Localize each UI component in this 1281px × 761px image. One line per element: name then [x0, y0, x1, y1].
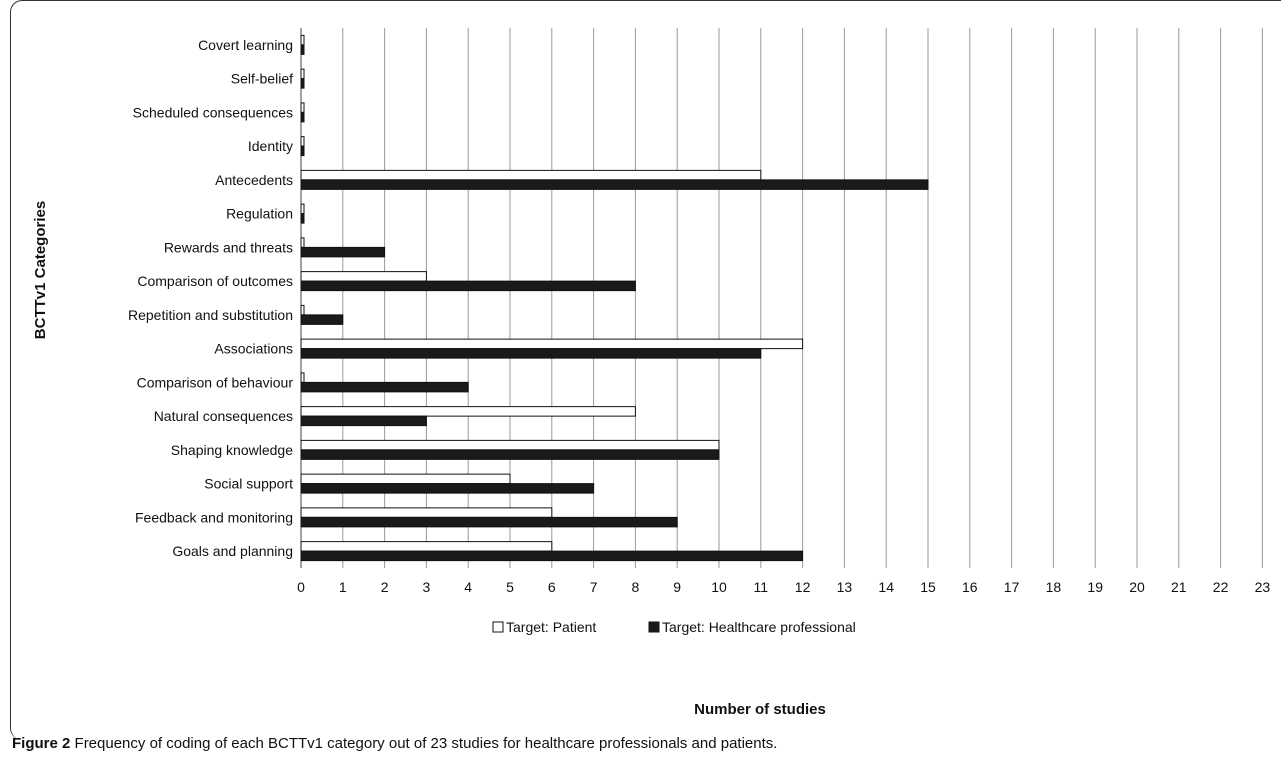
bar-healthcare-professional [300, 550, 804, 562]
x-tick-label: 3 [423, 579, 431, 595]
x-tick-label: 11 [754, 579, 769, 595]
x-tick-label: 1 [339, 579, 347, 595]
bar-patient [300, 271, 427, 282]
x-tick-label: 18 [1046, 579, 1062, 595]
category-label: Identity [248, 138, 293, 154]
x-tick-label: 20 [1129, 579, 1145, 595]
bar-healthcare-professional [300, 483, 595, 494]
y-axis-label: BCTTv1 Categories [32, 201, 49, 339]
x-tick-label: 7 [590, 579, 598, 595]
bar-healthcare-professional [300, 348, 762, 359]
bar-healthcare-professional [300, 415, 427, 427]
bar-patient [300, 406, 636, 417]
bar-patient [300, 372, 305, 383]
category-label: Repetition and substitution [128, 307, 293, 323]
bar-healthcare-professional [300, 516, 678, 528]
x-tick-label: 16 [962, 579, 978, 595]
category-labels: Covert learning Self-belief Scheduled cons… [128, 37, 293, 559]
category-label: Rewards and threats [164, 239, 293, 255]
bar-healthcare-professional [300, 145, 305, 157]
x-tick-label: 17 [1004, 579, 1020, 595]
legend-swatch-healthcare-professional [648, 621, 660, 633]
bar-patient [300, 203, 305, 215]
bar-healthcare-professional [300, 280, 636, 292]
x-tick-label: 9 [673, 579, 681, 595]
x-tick-label: 2 [381, 579, 389, 595]
category-label: Associations [214, 341, 293, 357]
bar-patient [300, 237, 305, 248]
bar-healthcare-professional [300, 44, 305, 55]
bar-healthcare-professional [300, 381, 469, 393]
x-tick-label: 15 [920, 579, 936, 595]
bar-healthcare-professional [300, 246, 386, 258]
bar-patient [300, 541, 553, 552]
category-label: Goals and planning [172, 543, 293, 559]
category-label: Comparison of behaviour [137, 374, 294, 390]
bar-chart: Covert learning Self-belief Scheduled cons… [32, 28, 1270, 718]
caption-text: Frequency of coding of each BCTTv1 categ… [70, 735, 778, 752]
x-tick-label: 12 [795, 579, 811, 595]
bar-patient [300, 338, 804, 350]
category-label: Scheduled consequences [133, 104, 293, 120]
bar-patient [300, 102, 305, 113]
bar-patient [300, 136, 305, 147]
category-label: Antecedents [215, 172, 293, 188]
x-tick-label: 23 [1255, 579, 1271, 595]
x-tick-label: 14 [878, 579, 894, 595]
bar-healthcare-professional [300, 314, 344, 325]
category-label: Self-belief [231, 71, 293, 87]
x-tick-label: 21 [1171, 579, 1187, 595]
x-tick-label: 8 [632, 579, 640, 595]
figure-caption: Figure 2 Frequency of coding of each BCT… [12, 735, 777, 752]
x-tick-label: 0 [297, 579, 305, 595]
bar-patient [300, 473, 511, 485]
category-label: Feedback and monitoring [135, 509, 293, 525]
bar-healthcare-professional [300, 449, 720, 460]
x-tick-label: 4 [464, 579, 472, 595]
x-tick-label: 10 [711, 579, 727, 595]
bars [300, 34, 929, 562]
x-tick-label: 5 [506, 579, 514, 595]
bar-patient [300, 34, 305, 46]
legend-label-patient: Target: Patient [506, 619, 596, 635]
bar-healthcare-professional [300, 179, 929, 190]
bar-patient [300, 169, 762, 181]
x-axis-label: Number of studies [694, 701, 826, 718]
category-label: Shaping knowledge [171, 442, 293, 458]
bar-patient [300, 507, 553, 518]
category-label: Natural consequences [154, 408, 293, 424]
x-tick-label: 6 [548, 579, 556, 595]
bar-patient [300, 304, 305, 316]
x-tick-label: 19 [1087, 579, 1103, 595]
legend-label-healthcare-professional: Target: Healthcare professional [662, 619, 856, 635]
legend: Target: Patient Target: Healthcare profe… [492, 619, 856, 635]
category-label: Comparison of outcomes [137, 273, 293, 289]
legend-swatch-patient [492, 621, 504, 633]
bar-healthcare-professional [300, 78, 305, 89]
bar-patient [300, 68, 305, 80]
x-tick-labels: 0 1 2 3 4 5 6 7 8 9 10 11 12 13 14 15 16 17 18 19 20 21 22 23 [297, 579, 1270, 595]
figure-frame [10, 0, 1281, 740]
figure-label: Figure 2 [12, 735, 71, 752]
x-tick-label: 13 [837, 579, 853, 595]
category-label: Social support [204, 476, 293, 492]
bar-healthcare-professional [300, 213, 305, 224]
x-tick-label: 22 [1213, 579, 1229, 595]
category-label: Regulation [226, 206, 293, 222]
gridlines [300, 28, 1263, 568]
bar-healthcare-professional [300, 111, 305, 123]
category-label: Covert learning [198, 37, 293, 53]
bar-patient [300, 439, 720, 451]
